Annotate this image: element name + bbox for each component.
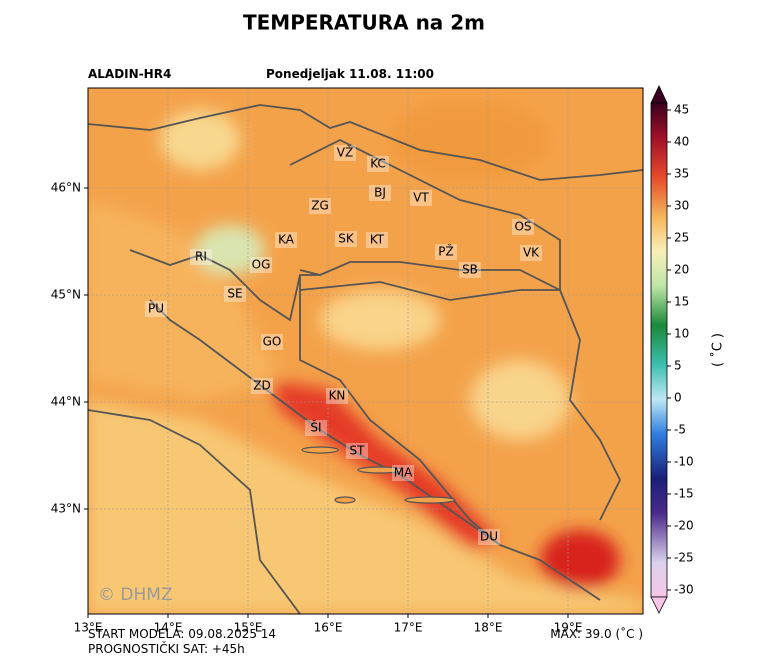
colorbar-tick-label: 5 — [674, 359, 682, 373]
colorbar-tick-label: -30 — [674, 583, 694, 597]
colorbar-tick-label: -15 — [674, 487, 694, 501]
city-label-bg — [190, 249, 212, 265]
city-label-bg — [478, 529, 500, 545]
model-start: START MODELA: 09.08.2025 14 — [88, 627, 276, 641]
city-label: KT — [370, 233, 385, 247]
city-label: BJ — [374, 186, 386, 200]
model-label: ALADIN-HR4 — [88, 67, 171, 81]
city-label: SK — [338, 232, 355, 246]
city-label-bg — [145, 301, 167, 317]
colorbar-tick-label: -25 — [674, 551, 694, 565]
city-label: KA — [278, 233, 295, 247]
city-label: VT — [413, 191, 429, 205]
colorbar-unit: ( ˚C ) — [710, 333, 726, 367]
colorbar-tick-label: 15 — [674, 295, 689, 309]
temperature-field: VŽ KC BJ VT ZG OS KA SK KT PŽ VK RI OG SB SE PU GO ZD KN ŠI… — [88, 88, 643, 614]
city-label: SB — [462, 263, 478, 277]
city-label: MA — [394, 466, 413, 480]
colorbar — [650, 85, 668, 614]
city-label: VK — [523, 246, 540, 260]
lon-tick-label: 18°E — [474, 621, 503, 635]
city-label-bg — [410, 190, 432, 206]
city-label-bg — [305, 420, 327, 436]
colorbar-tick-label: 30 — [674, 199, 689, 213]
city-label-bg — [369, 185, 391, 201]
city-label-bg — [326, 388, 348, 404]
colorbar-tick-label: 45 — [674, 103, 689, 117]
lead-time: PROGNOSTIČKI SAT: +45h — [88, 641, 245, 656]
city-label: KN — [329, 389, 346, 403]
city-label-bg — [459, 262, 481, 278]
city-label: RI — [195, 250, 207, 264]
city-label-bg — [366, 232, 388, 248]
map-frame — [87, 87, 644, 615]
lat-tick-label: 45°N — [51, 288, 81, 302]
city-label-bg — [520, 245, 542, 261]
lon-tick-label: 15°E — [234, 621, 263, 635]
lat-tick-label: 43°N — [51, 502, 81, 516]
city-label-bg — [335, 231, 357, 247]
city-label-bg — [346, 443, 368, 459]
city-label: ZG — [311, 199, 329, 213]
lon-tick-label: 16°E — [314, 621, 343, 635]
lon-tick-label: 17°E — [394, 621, 423, 635]
colorbar-tick-label: -20 — [674, 519, 694, 533]
city-label: SE — [227, 287, 242, 301]
city-label-bg — [334, 145, 356, 161]
city-label: VŽ — [337, 145, 353, 160]
city-label-bg — [275, 232, 297, 248]
city-label-bg — [250, 257, 272, 273]
colorbar-tick-label: 25 — [674, 231, 689, 245]
city-label-bg — [367, 156, 389, 172]
lat-tick-label: 44°N — [51, 395, 81, 409]
city-label: ŠI — [310, 420, 321, 435]
city-label: PŽ — [438, 244, 453, 259]
lon-tick-label: 14°E — [154, 621, 183, 635]
colorbar-tick-label: 20 — [674, 263, 689, 277]
colorbar-tick-label: -10 — [674, 455, 694, 469]
city-label: OS — [514, 220, 531, 234]
valid-time: Ponedjeljak 11.08. 11:00 — [266, 67, 434, 81]
lat-tick-label: 46°N — [51, 181, 81, 195]
city-label: KC — [370, 157, 386, 171]
colorbar-tick-label: 35 — [674, 167, 689, 181]
city-label: DU — [480, 530, 498, 544]
city-label-bg — [251, 378, 273, 394]
colorbar-tick-label: -5 — [674, 423, 686, 437]
watermark: © DHMZ — [98, 585, 173, 605]
colorbar-tick-label: 40 — [674, 135, 689, 149]
title: TEMPERATURA na 2m — [243, 11, 485, 35]
lon-tick-label: 13°E — [74, 621, 103, 635]
colorbar-tick-label: 0 — [674, 391, 682, 405]
city-label-bg — [261, 334, 283, 350]
city-label-bg — [224, 286, 246, 302]
colorbar-tick-label: 10 — [674, 327, 689, 341]
lon-tick-label: 19°E — [554, 621, 583, 635]
city-label-bg — [512, 219, 534, 235]
city-label: ZD — [253, 379, 270, 393]
city-label: OG — [252, 258, 271, 272]
city-label: PU — [148, 302, 164, 316]
max-temp: MAX: 39.0 (˚C ) — [550, 626, 643, 641]
city-label-bg — [392, 465, 414, 481]
city-label-bg — [435, 244, 457, 260]
city-label: ST — [350, 444, 366, 458]
city-label: GO — [263, 335, 282, 349]
city-label-bg — [309, 198, 331, 214]
